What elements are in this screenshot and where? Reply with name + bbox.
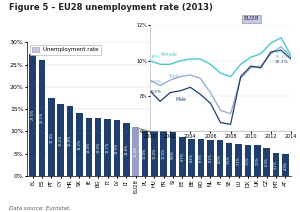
Text: Male: Male xyxy=(175,97,186,102)
Text: 10.1%: 10.1% xyxy=(274,60,288,64)
Bar xyxy=(104,119,111,176)
Bar xyxy=(39,60,45,176)
Text: 10.0%: 10.0% xyxy=(143,148,147,159)
Bar xyxy=(57,104,64,176)
Text: 8.0%: 8.0% xyxy=(218,154,222,163)
Text: 15.8%: 15.8% xyxy=(68,135,72,146)
Text: 10.9%: 10.9% xyxy=(134,146,138,157)
Bar xyxy=(123,123,130,176)
Text: 9.8%: 9.8% xyxy=(171,150,175,159)
Text: 14.2%: 14.2% xyxy=(77,139,81,150)
Bar xyxy=(95,118,101,176)
Bar xyxy=(170,132,176,176)
Text: 16.2%: 16.2% xyxy=(59,134,63,145)
Bar xyxy=(198,139,204,176)
Text: 7.0%: 7.0% xyxy=(246,156,250,165)
Text: 7.1%: 7.1% xyxy=(237,156,241,165)
Text: 12.5%: 12.5% xyxy=(115,142,119,154)
Bar xyxy=(85,118,92,176)
Text: 8.3%: 8.3% xyxy=(199,153,203,162)
Text: 26.1%: 26.1% xyxy=(40,112,44,123)
Bar xyxy=(217,140,223,176)
Text: 27.5%: 27.5% xyxy=(31,109,34,120)
Text: Female: Female xyxy=(160,52,177,57)
Bar xyxy=(132,127,139,176)
Bar xyxy=(263,148,270,176)
Bar xyxy=(151,131,158,176)
Text: 10.3%: 10.3% xyxy=(274,50,288,54)
Text: 11.8%: 11.8% xyxy=(124,144,128,155)
Bar xyxy=(179,137,186,176)
Bar xyxy=(273,153,279,176)
Text: 10.0%: 10.0% xyxy=(152,148,156,159)
Bar xyxy=(160,131,167,176)
Bar xyxy=(48,99,55,176)
Bar xyxy=(235,144,242,176)
Text: 7.0%: 7.0% xyxy=(255,156,259,165)
Text: Figure 5 – EU28 unemployment rate (2013): Figure 5 – EU28 unemployment rate (2013) xyxy=(9,3,213,12)
Text: EU28: EU28 xyxy=(244,16,259,21)
Bar xyxy=(114,120,120,176)
Text: 8.7%: 8.7% xyxy=(180,152,184,161)
Text: 5.1%: 5.1% xyxy=(274,160,278,169)
Text: 10%: 10% xyxy=(151,55,160,59)
Bar xyxy=(67,106,73,176)
Bar xyxy=(245,145,251,176)
Text: 8.9%: 8.9% xyxy=(151,80,162,84)
Text: 8.3%: 8.3% xyxy=(151,91,162,95)
Bar xyxy=(188,139,195,176)
Text: 6.3%: 6.3% xyxy=(265,158,269,166)
Text: Total: Total xyxy=(168,74,179,80)
Bar xyxy=(142,131,148,176)
Text: 4.9%: 4.9% xyxy=(284,160,287,170)
Bar xyxy=(254,145,261,176)
Bar xyxy=(282,154,289,176)
Text: 7.5%: 7.5% xyxy=(227,155,231,164)
Text: 10.2%: 10.2% xyxy=(274,55,288,59)
Legend: Unemployment rate: Unemployment rate xyxy=(30,45,101,55)
Bar xyxy=(76,113,83,176)
Text: 8.1%: 8.1% xyxy=(208,153,212,162)
Text: 10.0%: 10.0% xyxy=(162,148,166,159)
Bar xyxy=(29,53,36,176)
Text: 12.7%: 12.7% xyxy=(106,142,110,153)
Text: 13.0%: 13.0% xyxy=(96,141,100,153)
Text: 8.4%: 8.4% xyxy=(190,153,194,162)
Bar xyxy=(226,142,232,176)
Bar xyxy=(207,140,214,176)
Text: 17.4%: 17.4% xyxy=(49,132,53,143)
Text: Data source: Eurostat.: Data source: Eurostat. xyxy=(9,206,71,211)
Text: 13.0%: 13.0% xyxy=(87,141,91,153)
